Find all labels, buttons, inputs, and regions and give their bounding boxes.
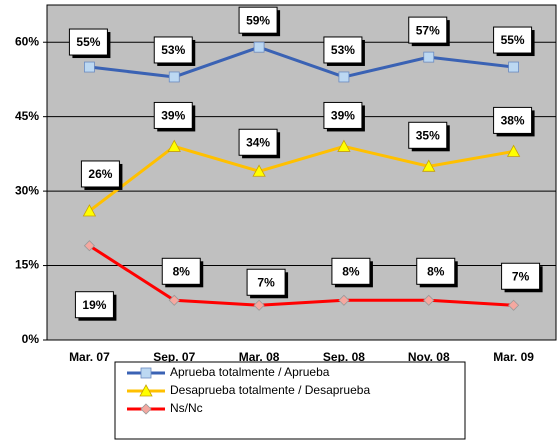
data-label: 55% [76,35,100,49]
point [168,71,180,83]
point [423,51,435,63]
label-box [323,101,363,129]
y-tick-label: 15% [15,258,39,272]
label-box [68,28,108,56]
y-tick-label: 45% [15,109,39,123]
data-label: 59% [246,13,270,27]
legend-marker [140,403,152,415]
legend-label: Desaprueba totalmente / Desaprueba [170,383,370,397]
label-box [74,291,114,319]
data-label: 39% [331,109,355,123]
data-label: 26% [88,167,112,181]
legend-marker [140,367,152,379]
data-label: 34% [246,135,270,149]
point [337,139,351,152]
label-box [501,262,541,290]
legend [114,361,466,440]
label-box [408,16,448,44]
point [167,139,181,152]
data-label: 8% [342,264,360,278]
label-box [246,268,286,296]
data-label: 35% [416,128,440,142]
label-box [408,121,448,149]
label-box [80,160,120,188]
label-box [238,128,278,156]
series-line [88,244,514,307]
label-box [323,36,363,64]
point [168,294,180,306]
data-label: 8% [427,264,445,278]
x-tick-label: Mar. 09 [493,350,534,364]
legend-marker [139,384,153,397]
data-label: 53% [161,43,185,57]
series-line [89,45,514,79]
x-tick-label: Sep. 08 [323,350,365,364]
x-tick-label: Mar. 07 [69,350,110,364]
data-label: 19% [82,298,106,312]
y-tick-label: 30% [15,183,39,197]
point [422,159,436,172]
point [338,294,350,306]
plot-area [46,4,557,341]
label-box [153,101,193,129]
series-line [88,144,514,213]
point [508,299,520,311]
point [252,164,266,177]
legend-label: Aprueba totalmente / Aprueba [170,365,330,379]
label-box [493,106,533,134]
label-box [416,257,456,285]
point [253,299,265,311]
label-box [493,26,533,54]
legend-label: Ns/Nc [170,401,203,415]
point [83,240,95,252]
x-tick-label: Nov. 08 [408,350,450,364]
label-box [238,6,278,34]
y-tick-label: 60% [15,34,39,48]
data-label: 7% [257,275,275,289]
data-label: 53% [331,43,355,57]
point [506,144,521,157]
y-tick-label: 0% [22,332,40,346]
data-label: 57% [416,23,440,37]
point [84,61,95,73]
point [82,204,97,217]
data-label: 38% [501,114,525,128]
x-tick-label: Mar. 08 [239,350,280,364]
point [338,71,350,83]
label-box [331,257,371,285]
data-label: 7% [512,269,530,283]
label-box [161,257,201,285]
point [423,294,435,306]
point [253,41,265,53]
data-label: 39% [161,109,185,123]
x-tick-label: Sep. 07 [153,350,195,364]
point [508,61,519,73]
data-label: 55% [501,33,525,47]
label-box [153,36,193,64]
data-label: 8% [173,264,191,278]
